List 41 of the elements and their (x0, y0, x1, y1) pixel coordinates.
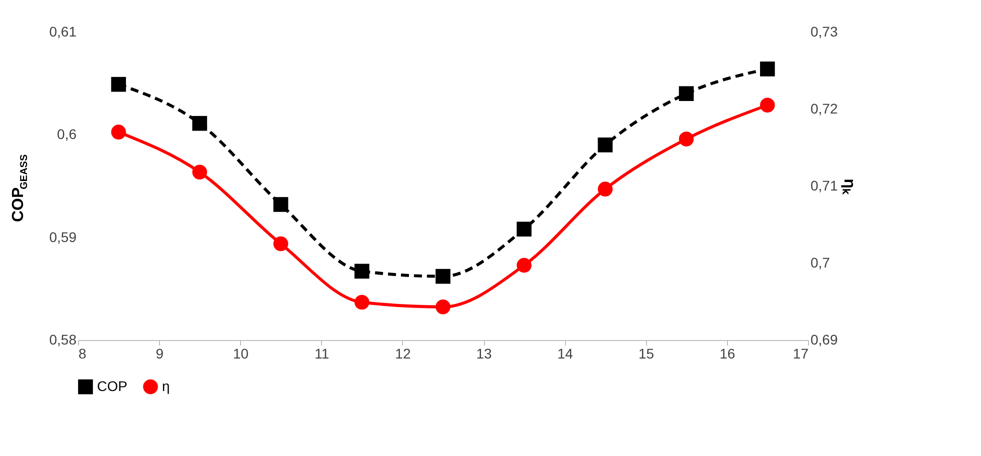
point (273, 197, 288, 212)
point (273, 236, 288, 252)
point (598, 138, 613, 152)
x-tick-label: 14 (557, 346, 574, 362)
y-axis-title: COPGEASS (10, 154, 30, 222)
y2-axis-title: ηₖ (840, 178, 858, 196)
x-tick-label: 12 (395, 346, 411, 362)
y-tick-label: 0,61 (49, 24, 77, 40)
point (436, 299, 450, 314)
y-tick-label: 0,6 (57, 126, 77, 142)
x-tick-label: 8 (78, 346, 86, 362)
point (678, 132, 694, 146)
point (111, 124, 126, 140)
y2-tick-label: 0,71 (810, 178, 838, 194)
point (598, 182, 613, 196)
legend-label: η (162, 378, 170, 394)
point (760, 62, 775, 76)
y-tick-label: 0,59 (49, 228, 77, 245)
point (678, 86, 694, 102)
x-tick-label: 15 (638, 346, 654, 362)
point (354, 294, 370, 310)
y2-tick-label: 0,7 (810, 254, 830, 270)
x-tick-label: 10 (232, 346, 249, 362)
point (516, 258, 532, 273)
y2-tick-label: 0,72 (810, 100, 838, 116)
point (192, 116, 208, 131)
x-tick-label: 11 (314, 346, 330, 362)
point (354, 264, 370, 279)
point (192, 164, 208, 180)
point (760, 98, 775, 113)
y-tick-label: 0,58 (49, 332, 77, 348)
x-tick-label: 9 (156, 346, 164, 362)
point (516, 222, 532, 237)
legend-label: COP (97, 378, 128, 394)
y2-tick-label: 0,69 (810, 332, 838, 348)
point (111, 76, 126, 92)
y2-tick-label: 0,73 (810, 24, 838, 40)
x-tick-label: 13 (476, 346, 492, 362)
x-tick-label: 17 (792, 346, 809, 362)
point (436, 268, 450, 284)
x-tick-label: 16 (720, 346, 736, 362)
